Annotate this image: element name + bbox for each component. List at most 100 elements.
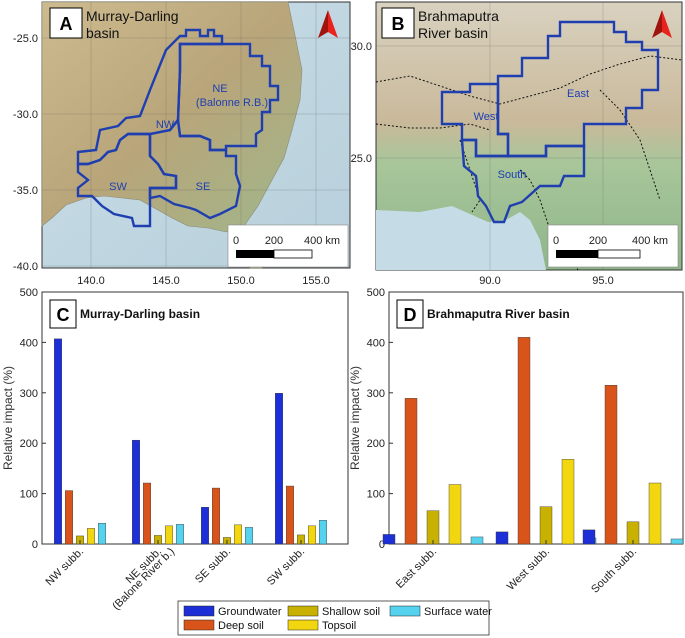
a-xtick-2: 145.0 bbox=[152, 275, 180, 287]
x-tick-label: (Balone River b.) bbox=[110, 546, 177, 613]
a-ytick-4: -40.0 bbox=[13, 261, 38, 273]
a-xtick-4: 155.0 bbox=[302, 275, 330, 287]
y-tick-label: 500 bbox=[20, 287, 38, 299]
bar-groundwater-sw-subb bbox=[275, 393, 283, 545]
panel-a-title-1: Murray-Darling bbox=[86, 8, 179, 24]
y-axis-label: Relative impact (%) bbox=[1, 366, 15, 470]
bar-deep-soil-south-subb bbox=[604, 385, 618, 545]
scale-a-200: 200 bbox=[265, 235, 283, 247]
scale-a-0: 0 bbox=[233, 235, 239, 247]
legend-topsoil: Topsoil bbox=[322, 620, 356, 632]
panel-letter: C bbox=[57, 305, 70, 325]
bar-deep-soil-se-subb bbox=[212, 487, 220, 545]
bar-groundwater-nw-subb bbox=[54, 338, 62, 545]
panel-letter: D bbox=[404, 305, 417, 325]
y-tick-label: 0 bbox=[32, 539, 38, 551]
label-se: SE bbox=[196, 181, 211, 193]
panel-b-title-1: Brahmaputra bbox=[418, 8, 499, 24]
a-ytick-3: -35.0 bbox=[13, 185, 38, 197]
scale-a-400: 400 km bbox=[304, 235, 340, 247]
bar-topsoil-sw-subb bbox=[308, 525, 316, 545]
label-balonne: (Balonne R.B.) bbox=[196, 97, 268, 109]
label-ne: NE bbox=[212, 83, 227, 95]
bar-surface-water-south-subb bbox=[670, 538, 684, 545]
bar-topsoil-east-subb bbox=[448, 484, 462, 545]
bar-deep-soil-west-subb bbox=[517, 337, 531, 545]
legend-shallow-soil: Shallow soil bbox=[322, 606, 380, 618]
y-tick-label: 500 bbox=[367, 287, 385, 299]
panel-a-letter: A bbox=[60, 14, 73, 34]
plot-area bbox=[41, 291, 349, 545]
b-xtick-2: 95.0 bbox=[592, 275, 613, 287]
a-xtick-3: 150.0 bbox=[227, 275, 255, 287]
bar-surface-water-ne-subb bbox=[176, 524, 184, 545]
y-tick-label: 300 bbox=[20, 388, 38, 400]
legend-swatch-surface-water bbox=[389, 605, 421, 617]
legend-deep-soil: Deep soil bbox=[218, 620, 264, 632]
bar-groundwater-ne-subb bbox=[132, 439, 140, 545]
murray-darling-outlines bbox=[76, 28, 280, 228]
bar-groundwater-west-subb bbox=[495, 531, 509, 545]
country-borders bbox=[375, 55, 683, 271]
a-xtick-1: 140.0 bbox=[77, 275, 105, 287]
bar-deep-soil-sw-subb bbox=[286, 485, 294, 545]
legend-swatch-groundwater bbox=[183, 605, 215, 617]
label-sw: SW bbox=[109, 181, 127, 193]
bar-topsoil-se-subb bbox=[234, 524, 242, 545]
y-tick-label: 100 bbox=[367, 489, 385, 501]
scale-b-0: 0 bbox=[553, 235, 559, 247]
bar-shallow-soil-east-subb bbox=[426, 510, 440, 545]
b-ytick-1: 30.0 bbox=[351, 41, 372, 53]
x-tick-label: NW subb. bbox=[43, 546, 86, 589]
label-east: East bbox=[567, 88, 589, 100]
x-tick-label: East subb. bbox=[394, 546, 439, 591]
legend-swatch-shallow-soil bbox=[287, 605, 319, 617]
y-tick-label: 200 bbox=[20, 438, 38, 450]
bar-groundwater-south-subb bbox=[582, 529, 596, 545]
chart-d: 0 100 200 300 400 500 Relative impact (%) D Brah… bbox=[348, 287, 684, 596]
bar-surface-water-sw-subb bbox=[319, 520, 327, 545]
x-tick-label: SE subb. bbox=[193, 546, 233, 586]
x-tick-label: SW subb. bbox=[265, 546, 307, 588]
y-tick-label: 100 bbox=[20, 489, 38, 501]
brahmaputra-outlines bbox=[440, 20, 660, 224]
chart-title: Brahmaputra River basin bbox=[427, 307, 570, 321]
panel-a-title-2: basin bbox=[86, 25, 119, 41]
panel-b-letter-box bbox=[381, 7, 415, 39]
x-tick-label: West subb. bbox=[505, 546, 552, 593]
se-subbasin-outline bbox=[148, 117, 242, 220]
chart-title: Murray-Darling basin bbox=[80, 307, 200, 321]
panel-letter-box bbox=[396, 299, 424, 329]
bay-of-bengal bbox=[376, 206, 546, 270]
y-tick-label: 400 bbox=[367, 337, 385, 349]
legend-surface-water: Surface water bbox=[424, 606, 492, 618]
a-ytick-2: -30.0 bbox=[13, 109, 38, 121]
b-ytick-2: 25.0 bbox=[351, 153, 372, 165]
bar-topsoil-ne-subb bbox=[165, 525, 173, 545]
north-arrow-icon bbox=[652, 10, 672, 38]
bar-topsoil-south-subb bbox=[648, 482, 662, 545]
legend-swatch-topsoil bbox=[287, 619, 319, 631]
label-south: South bbox=[498, 169, 527, 181]
panel-a-letter-box bbox=[49, 7, 83, 39]
panel-b-map: East West South B Brahmaputra River basi… bbox=[351, 1, 683, 287]
y-tick-label: 400 bbox=[20, 337, 38, 349]
panel-a-map: NE (Balonne R.B.) NW SW SE A Murray-Darl… bbox=[13, 1, 351, 287]
y-tick-label: 0 bbox=[379, 539, 385, 551]
bar-surface-water-east-subb bbox=[470, 536, 484, 545]
legend: Groundwater Shallow soil Surface water D… bbox=[177, 600, 492, 636]
bar-deep-soil-ne-subb bbox=[143, 482, 151, 545]
bar-deep-soil-nw-subb bbox=[65, 490, 73, 545]
label-west: West bbox=[474, 111, 499, 123]
bar-topsoil-west-subb bbox=[561, 459, 575, 545]
panel-a-scale-bar: 0 200 400 km bbox=[227, 224, 349, 268]
panel-b-scale-bar: 0 200 400 km bbox=[547, 224, 679, 268]
a-ytick-1: -25.0 bbox=[13, 33, 38, 45]
north-arrow-icon bbox=[318, 10, 338, 38]
label-nw: NW bbox=[156, 119, 175, 131]
bar-topsoil-nw-subb bbox=[87, 528, 95, 545]
south-subbasin-outline bbox=[460, 138, 586, 224]
chart-c: 0 100 200 300 400 500 Relative impact (%) C Murr… bbox=[1, 287, 349, 613]
bar-deep-soil-east-subb bbox=[404, 398, 418, 545]
